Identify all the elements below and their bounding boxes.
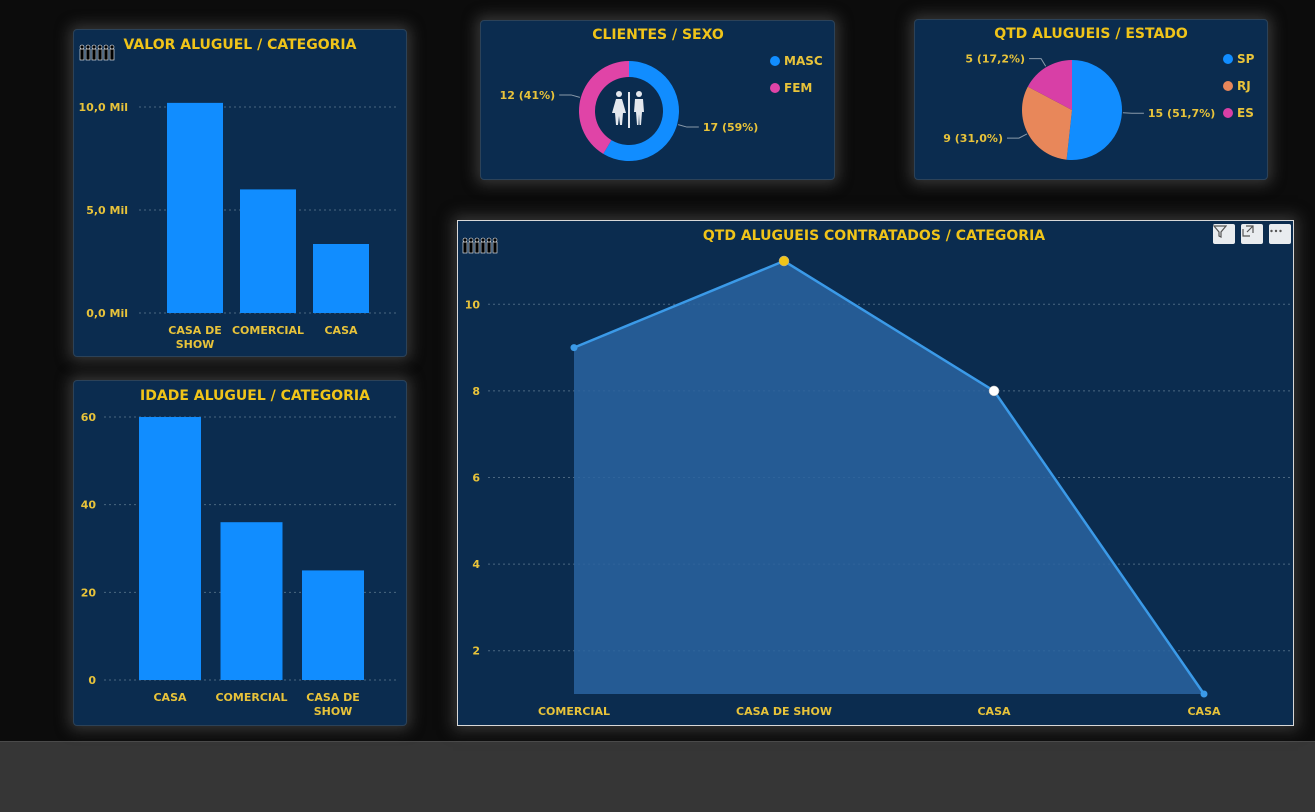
idade-aluguel-title: IDADE ALUGUEL / CATEGORIA	[140, 388, 370, 404]
more-options-button[interactable]	[1269, 224, 1291, 244]
valor-aluguel-title: VALOR ALUGUEL / CATEGORIA	[124, 37, 357, 53]
y-tick-label: 10,0 Mil	[79, 101, 128, 114]
legend-label: FEM	[784, 81, 812, 95]
valor-aluguel-chart: VALOR ALUGUEL / CATEGORIA 0,0 Mil 5,0 Mil…	[74, 30, 406, 356]
bar	[313, 244, 369, 313]
data-point	[779, 256, 789, 266]
y-tick-label: 0	[88, 674, 96, 687]
clientes-plot-area: 17 (59%) MASC 12 (41%) FEM	[500, 54, 823, 161]
bar	[240, 189, 296, 313]
bar	[221, 522, 283, 680]
qtd-alugueis-estado-card[interactable]: QTD ALUGUEIS / ESTADO 15 (51,7%) SP 9 (31,…	[914, 19, 1268, 180]
contratados-plot-area: 2 4 6 8 10 COMERCIAL CASA DE SHOW CASA CASA	[465, 256, 1290, 718]
data-point	[571, 344, 578, 351]
bar	[139, 417, 201, 680]
bottom-bar	[0, 741, 1315, 812]
qtd-alugueis-estado-title: QTD ALUGUEIS / ESTADO	[994, 26, 1188, 42]
y-tick-label: 20	[81, 586, 97, 599]
data-point	[989, 386, 999, 396]
y-tick-label: 2	[472, 645, 480, 658]
x-tick-label: COMERCIAL	[538, 705, 610, 718]
slice-data-label: 17 (59%)	[703, 121, 759, 134]
legend-label: ES	[1237, 106, 1254, 120]
legend-marker	[770, 83, 780, 93]
restroom-icon	[612, 91, 644, 128]
clientes-sexo-title: CLIENTES / SEXO	[592, 27, 724, 43]
legend-marker	[1223, 108, 1233, 118]
legend-label: MASC	[784, 54, 823, 68]
slice-data-label: 9 (31,0%)	[943, 132, 1003, 145]
pie-slice	[1067, 60, 1122, 160]
y-tick-label: 6	[472, 472, 480, 485]
slice-leader-line	[559, 95, 580, 97]
qtd-alugueis-estado-chart: QTD ALUGUEIS / ESTADO 15 (51,7%) SP 9 (31,…	[915, 20, 1267, 179]
slice-data-label: 15 (51,7%)	[1148, 107, 1215, 120]
clientes-sexo-chart: CLIENTES / SEXO 17 (59%) MASC 12 (41%) FEM	[481, 21, 834, 179]
valor-aluguel-card[interactable]: VALOR ALUGUEL / CATEGORIA 0,0 Mil 5,0 Mil…	[73, 29, 407, 357]
legend-marker	[1223, 81, 1233, 91]
bar	[167, 103, 223, 313]
y-tick-label: 0,0 Mil	[86, 307, 128, 320]
x-tick-label: CASA	[1187, 705, 1221, 718]
legend-label: SP	[1237, 52, 1255, 66]
x-tick-label: CASA	[153, 691, 187, 704]
filter-button[interactable]	[1213, 224, 1235, 244]
idade-aluguel-chart: IDADE ALUGUEL / CATEGORIA 0 20 40 60 CASA COM…	[74, 381, 406, 725]
x-tick-label: CASA	[324, 324, 358, 337]
qtd-alugueis-contratados-title: QTD ALUGUEIS CONTRATADOS / CATEGORIA	[703, 228, 1045, 244]
x-tick-label: COMERCIAL	[232, 324, 304, 337]
clientes-sexo-card[interactable]: CLIENTES / SEXO 17 (59%) MASC 12 (41%) FEM	[480, 20, 835, 180]
qtd-alugueis-contratados-card[interactable]: QTD ALUGUEIS CONTRATADOS / CATEGORIA 2 4 6…	[457, 220, 1294, 726]
bar	[302, 570, 364, 680]
focus-mode-button[interactable]	[1241, 224, 1263, 244]
slice-data-label: 5 (17,2%)	[965, 53, 1025, 66]
focus-mode-icon	[1241, 224, 1255, 238]
slice-leader-line	[678, 125, 699, 127]
more-options-icon	[1269, 224, 1283, 238]
filter-icon	[1213, 224, 1227, 238]
y-tick-label: 60	[81, 411, 97, 424]
y-tick-label: 4	[472, 558, 480, 571]
people-icon	[80, 45, 114, 60]
data-point	[1201, 691, 1208, 698]
y-tick-label: 5,0 Mil	[86, 204, 128, 217]
legend-marker	[1223, 54, 1233, 64]
people-icon	[463, 238, 497, 253]
slice-leader-line	[1007, 134, 1027, 138]
legend-label: RJ	[1237, 79, 1251, 93]
legend-marker	[770, 56, 780, 66]
y-tick-label: 10	[465, 298, 481, 311]
idade-aluguel-card[interactable]: IDADE ALUGUEL / CATEGORIA 0 20 40 60 CASA COM…	[73, 380, 407, 726]
slice-leader-line	[1029, 59, 1046, 67]
slice-data-label: 12 (41%)	[500, 89, 556, 102]
y-tick-label: 40	[81, 499, 97, 512]
qtd-alugueis-contratados-chart: QTD ALUGUEIS CONTRATADOS / CATEGORIA 2 4 6…	[458, 221, 1293, 725]
x-tick-label: CASA DE SHOW	[736, 705, 832, 718]
x-tick-label: COMERCIAL	[215, 691, 287, 704]
estado-plot-area: 15 (51,7%) SP 9 (31,0%) RJ 5 (17,2%) ES	[943, 52, 1254, 160]
y-tick-label: 8	[472, 385, 480, 398]
x-tick-label: CASA	[977, 705, 1011, 718]
